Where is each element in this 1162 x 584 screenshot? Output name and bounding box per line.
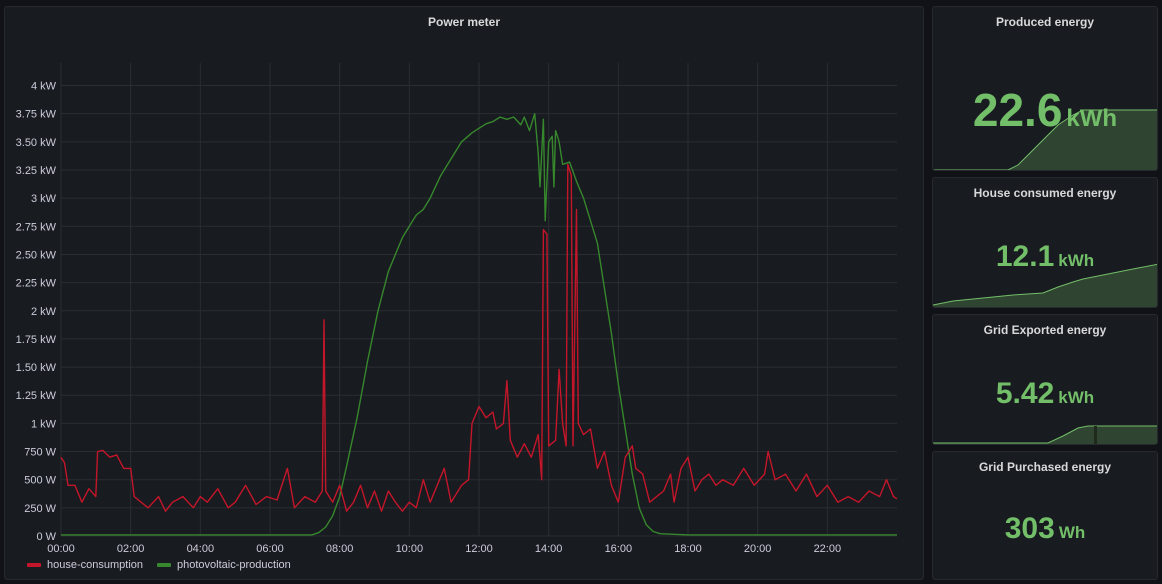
- power-meter-panel[interactable]: Power meter 0 W 250 W 500 W 750 W 1 kW 1.25 k…: [4, 6, 924, 580]
- y-tick-label: 3.75 kW: [16, 109, 57, 121]
- y-tick-label: 1.50 kW: [16, 362, 57, 374]
- y-tick-label: 4 kW: [31, 81, 57, 93]
- x-tick-label: 22:00: [814, 543, 842, 555]
- y-tick-label: 3.25 kW: [16, 165, 57, 177]
- series-line-house-consumption: [60, 163, 898, 512]
- panel-title[interactable]: Power meter: [427, 15, 501, 29]
- sparkline-area: [933, 110, 1157, 170]
- legend-swatch-photovoltaic-production: [157, 563, 172, 567]
- y-tick-label: 750 W: [24, 447, 56, 459]
- stat-title: Grid Purchased energy: [978, 460, 1112, 474]
- stat-number: 5.42: [995, 377, 1055, 410]
- y-tick-label: 500 W: [24, 475, 56, 487]
- sparkline-line: [933, 263, 1157, 306]
- sparkline-line: [933, 425, 1157, 444]
- y-tick-label: 2.50 kW: [16, 249, 57, 261]
- stat-value: 303 Wh: [933, 512, 1157, 546]
- x-tick-label: 08:00: [326, 543, 354, 555]
- stat-unit: kWh: [1066, 105, 1118, 132]
- stat-title: House consumed energy: [973, 186, 1117, 200]
- sparkline-area: [933, 264, 1157, 307]
- stat-number: 12.1: [995, 240, 1055, 273]
- x-tick-label: 04:00: [187, 543, 215, 555]
- y-tick-label: 1.25 kW: [16, 390, 57, 402]
- sparkline-line: [933, 109, 1157, 170]
- x-tick-label: 00:00: [47, 543, 75, 555]
- x-tick-label: 02:00: [117, 543, 145, 555]
- series-line-photovoltaic-production: [61, 113, 897, 536]
- y-tick-label: 2.75 kW: [16, 221, 57, 233]
- x-tick-label: 16:00: [605, 543, 633, 555]
- y-tick-label: 250 W: [24, 503, 56, 515]
- y-tick-label: 3.50 kW: [16, 137, 57, 149]
- stat-panel-grid-purchased-energy[interactable]: Grid Purchased energy 303 Wh: [932, 451, 1158, 580]
- y-tick-label: 1.75 kW: [16, 334, 57, 346]
- legend-label: photovoltaic-production: [177, 559, 291, 571]
- power-meter-chart[interactable]: 0 W 250 W 500 W 750 W 1 kW 1.25 kW 1.50 kW 1.75…: [5, 7, 924, 580]
- stat-value: 12.1 kWh: [933, 240, 1157, 274]
- x-tick-label: 10:00: [396, 543, 424, 555]
- y-tick-label: 0 W: [36, 531, 56, 543]
- legend-swatch-house-consumption: [27, 563, 41, 567]
- sparkline: [933, 109, 1157, 170]
- stat-title: Produced energy: [995, 15, 1095, 29]
- stat-panel-house-consumed-energy[interactable]: House consumed energy 12.1 kWh: [932, 177, 1158, 308]
- legend-item-house-consumption[interactable]: house-consumption: [27, 559, 143, 571]
- stat-number: 22.6: [972, 84, 1063, 136]
- stat-unit: kWh: [1058, 388, 1095, 407]
- legend-item-photovoltaic-production[interactable]: photovoltaic-production: [157, 559, 291, 571]
- sparkline-marker: [1094, 426, 1097, 444]
- sparkline-area: [933, 426, 1157, 444]
- y-tick-label: 2 kW: [31, 306, 57, 318]
- stat-value: 22.6 kWh: [933, 83, 1157, 137]
- stat-value: 5.42 kWh: [933, 377, 1157, 411]
- y-tick-label: 1 kW: [31, 418, 57, 430]
- sparkline: [933, 263, 1157, 307]
- chart-legend: house-consumption photovoltaic-productio…: [27, 559, 291, 571]
- stat-panel-produced-energy[interactable]: Produced energy 22.6 kWh: [932, 6, 1158, 171]
- x-tick-label: 14:00: [535, 543, 563, 555]
- stat-unit: Wh: [1058, 523, 1086, 542]
- y-tick-label: 2.25 kW: [16, 278, 57, 290]
- stat-panel-grid-exported-energy[interactable]: Grid Exported energy 5.42 kWh: [932, 314, 1158, 445]
- stat-title: Grid Exported energy: [983, 323, 1107, 337]
- legend-label: house-consumption: [47, 559, 144, 571]
- y-tick-label: 3 kW: [31, 193, 57, 205]
- x-tick-label: 18:00: [674, 543, 702, 555]
- x-tick-label: 12:00: [465, 543, 493, 555]
- sparkline: [933, 425, 1157, 444]
- stat-unit: kWh: [1058, 251, 1095, 270]
- x-tick-label: 06:00: [256, 543, 284, 555]
- x-tick-label: 20:00: [744, 543, 772, 555]
- stat-number: 303: [1004, 512, 1055, 545]
